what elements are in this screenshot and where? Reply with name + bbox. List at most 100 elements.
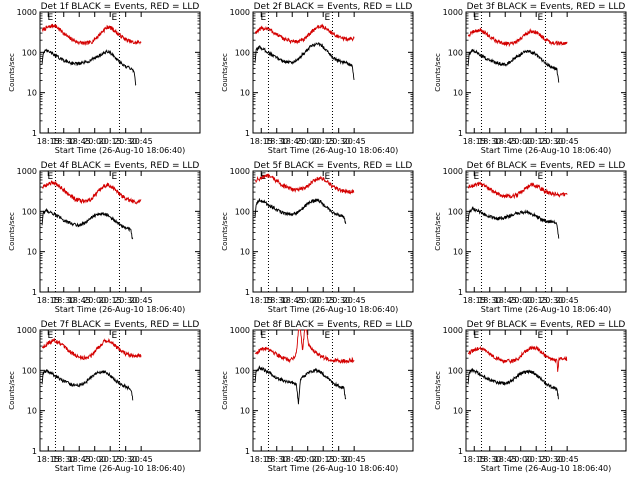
x-tick-label: 18:30: [52, 455, 75, 464]
plot-frame: [39, 11, 201, 134]
y-tick-label: 1000: [17, 326, 37, 335]
x-tick-label: 20:15: [99, 137, 122, 146]
x-tick-label: 20:30: [327, 137, 350, 146]
x-tick-label: 20:30: [540, 296, 563, 305]
x-tick-label: 18:45: [494, 455, 517, 464]
y-tick-label: 1000: [230, 8, 250, 17]
event-marker-label: E: [47, 331, 53, 341]
detector-plot-8: Det 8f BLACK = Events, RED = LLD 1000 100 1…: [221, 320, 414, 473]
x-tick-label: 18:30: [478, 455, 501, 464]
x-tick-label: 20:15: [525, 296, 548, 305]
x-tick-label: 20:15: [99, 296, 122, 305]
y-tick-label: 1000: [443, 326, 463, 335]
y-tick-label: 1000: [443, 8, 463, 17]
y-tick-label: 1: [245, 129, 250, 138]
detector-plot-6: Det 6f BLACK = Events, RED = LLD 1000 100 1…: [434, 161, 627, 314]
event-marker-label: E: [260, 331, 266, 341]
plot-frame: [252, 11, 414, 134]
x-tick-label: 20:30: [114, 455, 137, 464]
plot-frame: [465, 11, 627, 134]
y-axis-label: Counts/sec: [434, 53, 442, 92]
x-tick-label: 20:15: [525, 455, 548, 464]
y-tick-label: 1: [32, 288, 37, 297]
x-tick-label: 18:30: [265, 296, 288, 305]
event-marker-label: E: [47, 13, 53, 23]
x-tick-label: 20:15: [99, 455, 122, 464]
x-tick-label: 18:15: [463, 455, 486, 464]
x-tick-label: 18:30: [478, 137, 501, 146]
y-tick-label: 100: [448, 48, 463, 57]
detector-plot-7: Det 7f BLACK = Events, RED = LLD 1000 100 1…: [8, 320, 201, 473]
x-tick-label: 20:00: [83, 296, 106, 305]
x-axis-label: Start Time (26-Aug-10 18:06:40): [55, 305, 186, 314]
x-tick-label: 20:45: [343, 455, 366, 464]
events-series-line: [254, 198, 347, 224]
y-tick-label: 10: [27, 407, 37, 416]
lld-series-line: [467, 181, 568, 200]
x-tick-label: 20:00: [296, 137, 319, 146]
plot-title: Det 3f BLACK = Events, RED = LLD: [467, 2, 626, 12]
event-marker-label: E: [111, 331, 117, 341]
x-tick-label: 20:45: [130, 455, 153, 464]
y-tick-label: 1: [458, 288, 463, 297]
events-series-line: [467, 48, 560, 83]
plot-frame: [252, 170, 414, 293]
y-axis-label: Counts/sec: [221, 53, 229, 92]
x-axis-label: Start Time (26-Aug-10 18:06:40): [481, 146, 612, 155]
event-marker-label: E: [473, 331, 479, 341]
x-tick-label: 18:15: [37, 296, 60, 305]
plot-frame: [465, 329, 627, 452]
y-axis-label: Counts/sec: [8, 212, 16, 251]
x-tick-label: 20:45: [343, 296, 366, 305]
event-marker-label: E: [473, 13, 479, 23]
x-tick-label: 20:30: [540, 455, 563, 464]
x-tick-label: 18:45: [281, 455, 304, 464]
plot-frame: [465, 170, 627, 293]
y-tick-label: 10: [27, 89, 37, 98]
x-tick-label: 18:15: [37, 455, 60, 464]
lld-series-line: [467, 345, 568, 372]
x-tick-label: 18:45: [68, 455, 91, 464]
lld-series-line: [41, 23, 142, 46]
y-tick-label: 1000: [17, 167, 37, 176]
plot-title: Det 5f BLACK = Events, RED = LLD: [254, 161, 413, 171]
y-tick-label: 1: [245, 288, 250, 297]
lld-series-line: [467, 27, 568, 48]
event-marker-label: E: [324, 331, 330, 341]
events-series-line: [254, 365, 347, 405]
x-tick-label: 20:00: [296, 296, 319, 305]
x-tick-label: 18:15: [250, 296, 273, 305]
y-tick-label: 100: [22, 48, 37, 57]
y-tick-label: 100: [235, 366, 250, 375]
plot-title: Det 2f BLACK = Events, RED = LLD: [254, 2, 413, 12]
y-tick-label: 100: [235, 207, 250, 216]
x-tick-label: 20:30: [327, 455, 350, 464]
y-tick-label: 100: [448, 366, 463, 375]
plot-title: Det 6f BLACK = Events, RED = LLD: [467, 161, 626, 171]
events-series-line: [254, 41, 355, 80]
detector-plot-3: Det 3f BLACK = Events, RED = LLD 1000 100 1…: [434, 2, 627, 155]
x-axis-label: Start Time (26-Aug-10 18:06:40): [268, 464, 399, 473]
events-series-line: [467, 205, 560, 239]
detector-plot-1: Det 1f BLACK = Events, RED = LLD 1000 100 1…: [8, 2, 201, 155]
x-tick-label: 18:45: [68, 296, 91, 305]
x-tick-label: 18:15: [463, 296, 486, 305]
x-tick-label: 20:00: [509, 455, 532, 464]
plot-frame: [252, 329, 414, 452]
x-tick-label: 20:30: [327, 296, 350, 305]
x-tick-label: 18:30: [265, 455, 288, 464]
lld-series-line: [254, 23, 355, 45]
y-axis-label: Counts/sec: [8, 53, 16, 92]
event-marker-label: E: [324, 172, 330, 182]
x-tick-label: 18:15: [37, 137, 60, 146]
x-tick-label: 20:45: [130, 296, 153, 305]
y-tick-label: 10: [453, 248, 463, 257]
x-tick-label: 20:45: [556, 137, 579, 146]
x-axis-label: Start Time (26-Aug-10 18:06:40): [55, 464, 186, 473]
y-tick-label: 1: [32, 447, 37, 456]
x-tick-label: 20:45: [343, 137, 366, 146]
plot-title: Det 9f BLACK = Events, RED = LLD: [467, 320, 626, 330]
events-series-line: [41, 48, 137, 86]
plot-title: Det 4f BLACK = Events, RED = LLD: [41, 161, 200, 171]
